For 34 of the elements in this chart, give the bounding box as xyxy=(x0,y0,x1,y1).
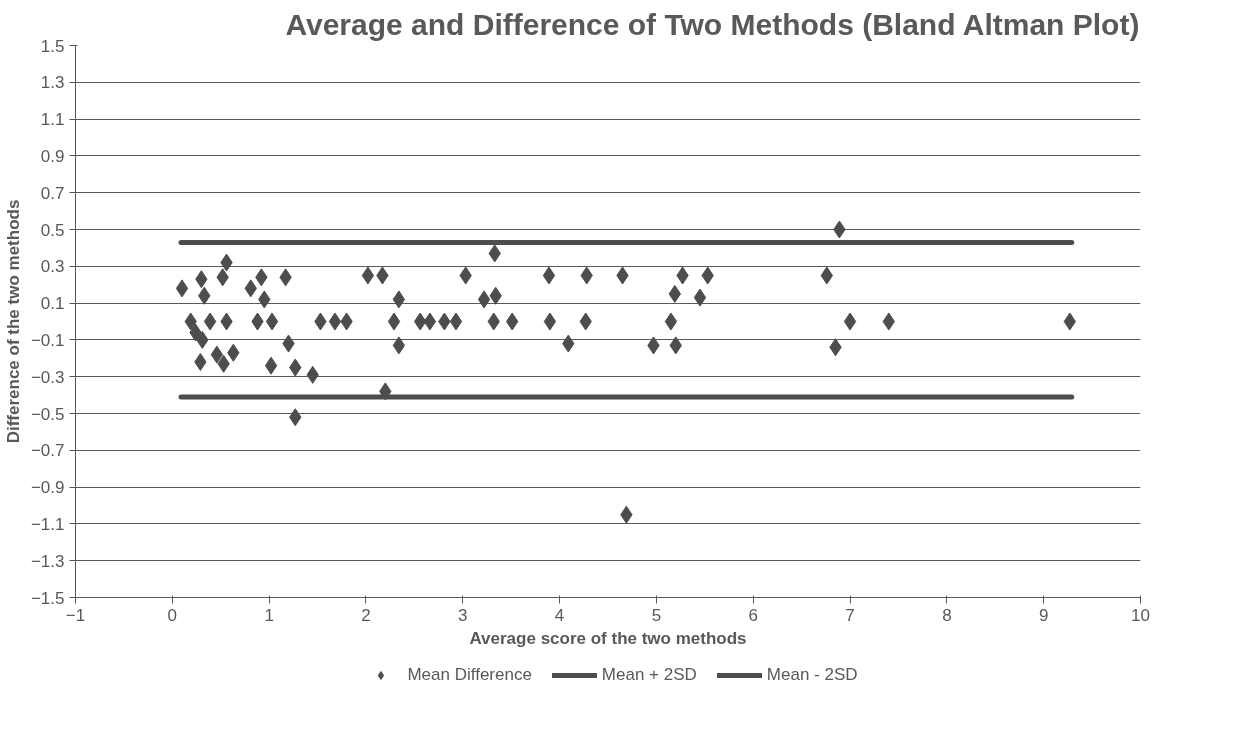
x-tick-label: 9 xyxy=(1038,605,1049,625)
y-tick-label: 1.5 xyxy=(40,36,65,56)
y-tick-label: −0.1 xyxy=(30,330,65,350)
legend-label: Mean + 2SD xyxy=(601,665,697,685)
x-tick-label: 8 xyxy=(942,605,952,625)
y-tick-label: 1.1 xyxy=(40,110,65,130)
x-tick-label: 7 xyxy=(845,605,855,625)
y-tick-label: −1.3 xyxy=(30,551,65,571)
y-axis-title: Difference of the two methods xyxy=(3,199,23,444)
y-tick-label: −1.1 xyxy=(30,514,65,534)
x-tick-label: 5 xyxy=(651,605,662,625)
y-tick-label: 0.5 xyxy=(40,220,65,240)
legend-label: Mean - 2SD xyxy=(766,665,858,685)
y-tick-label: −0.5 xyxy=(30,404,65,424)
x-tick-label: 6 xyxy=(748,605,758,625)
x-tick-label: −1 xyxy=(65,605,86,625)
y-tick-label: 1.3 xyxy=(40,73,65,93)
x-tick-label: 0 xyxy=(167,605,178,625)
x-tick-label: 3 xyxy=(458,605,468,625)
x-tick-label: 1 xyxy=(264,605,274,625)
y-tick-label: 0.3 xyxy=(40,257,65,277)
x-tick-label: 2 xyxy=(361,605,371,625)
x-tick-label: 10 xyxy=(1131,605,1150,625)
y-tick-label: 0.7 xyxy=(40,183,65,203)
y-tick-label: 0.9 xyxy=(40,146,65,166)
x-axis-title: Average score of the two methods xyxy=(469,628,747,648)
y-tick-label: 0.1 xyxy=(40,294,65,314)
y-tick-label: −0.9 xyxy=(30,478,65,498)
legend-label: Mean Difference xyxy=(407,665,532,685)
y-tick-label: −0.3 xyxy=(30,367,65,387)
y-tick-label: −0.7 xyxy=(30,441,65,461)
y-tick-label: −1.5 xyxy=(30,588,65,608)
chart-title: Average and Difference of Two Methods (Bland Altman Plot) xyxy=(285,7,1140,41)
x-tick-label: 4 xyxy=(554,605,565,625)
